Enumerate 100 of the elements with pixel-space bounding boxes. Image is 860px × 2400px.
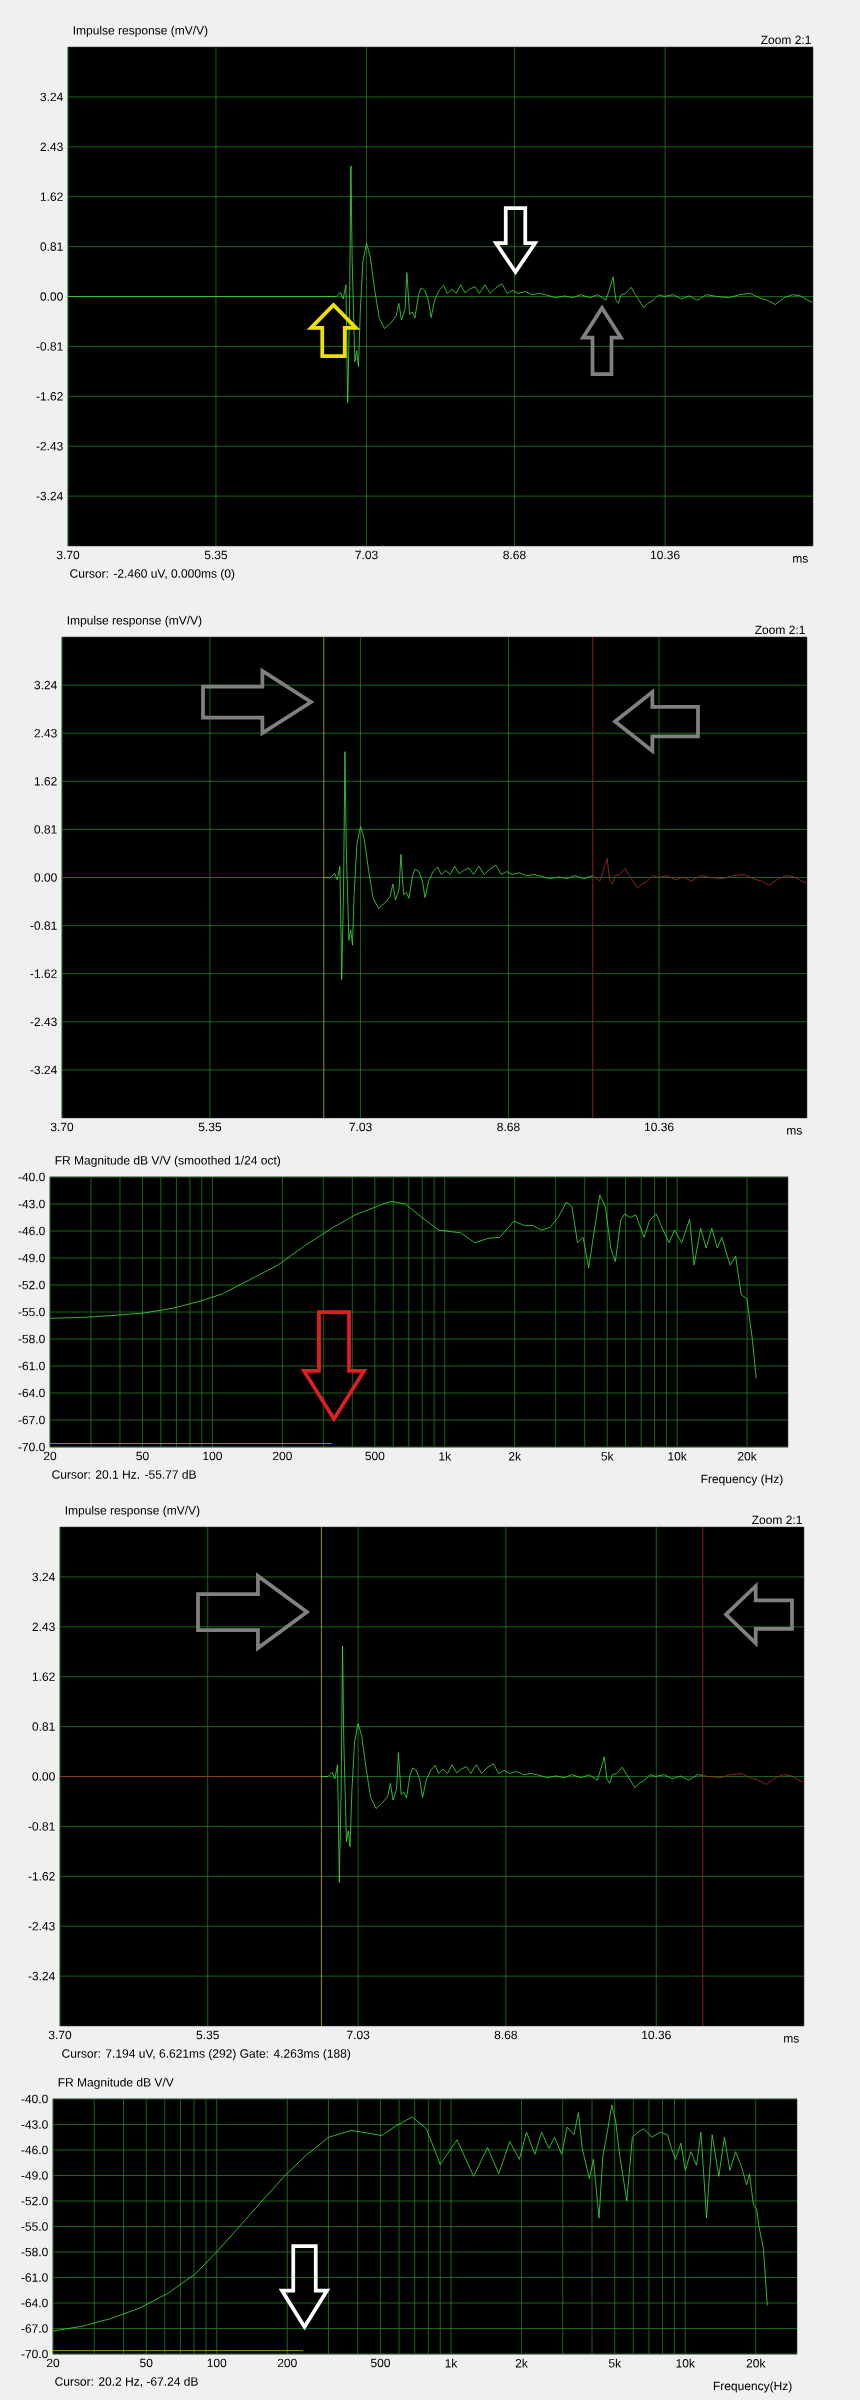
x-tick-label: 2k xyxy=(515,2358,528,2368)
x-tick-label: 5.35 xyxy=(204,550,228,560)
x-tick-label: 3.70 xyxy=(50,1122,74,1132)
x-tick-label: 100 xyxy=(207,2358,227,2368)
y-tick-label: -58.0 xyxy=(18,1334,45,1344)
text: Cursor: -2.460 uV, 0.000ms (0) xyxy=(70,568,235,581)
x-axis-title: Frequency(Hz) xyxy=(713,2381,792,2393)
x-axis-title: ms xyxy=(793,556,808,563)
y-tick-label: -1.62 xyxy=(30,969,57,978)
y-tick-label: -49.0 xyxy=(21,2171,48,2180)
line-series xyxy=(321,1645,704,1883)
y-tick-label: -61.0 xyxy=(21,2273,48,2282)
x-tick-label: 3.70 xyxy=(48,2030,72,2040)
y-tick-label: 2.43 xyxy=(40,142,63,152)
y-tick-label: -46.0 xyxy=(21,2145,48,2155)
x-tick-label: 20 xyxy=(43,1451,57,1461)
x-tick-label: 10.36 xyxy=(644,1122,674,1132)
x-tick-label: 7.03 xyxy=(347,2030,370,2040)
x-tick-label: 8.68 xyxy=(503,550,526,560)
y-tick-label: 0.81 xyxy=(40,242,63,251)
y-tick-label: -58.0 xyxy=(21,2247,48,2257)
x-tick-label: 5k xyxy=(601,1451,614,1461)
y-tick-label: -55.0 xyxy=(21,2222,48,2231)
y-tick-label: -64.0 xyxy=(18,1388,45,1398)
line-series xyxy=(323,751,594,981)
y-tick-label: 1.62 xyxy=(40,192,63,201)
x-tick-label: 10.36 xyxy=(650,550,680,560)
y-tick-label: 2.43 xyxy=(32,1622,55,1632)
chart-title: Impulse response (mV/V) xyxy=(73,25,208,37)
y-tick-label: -70.0 xyxy=(18,1442,45,1452)
y-tick-label: -67.0 xyxy=(18,1415,45,1425)
y-tick-label: -52.0 xyxy=(21,2196,48,2206)
y-tick-label: -3.24 xyxy=(28,1971,55,1981)
y-tick-label: -0.81 xyxy=(36,342,63,351)
text: Cursor: 20.1 Hz. -55.77 dB xyxy=(52,1469,196,1479)
x-axis-title: Frequency (Hz) xyxy=(701,1474,783,1486)
y-tick-label: 0.81 xyxy=(34,825,57,834)
x-tick-label: 500 xyxy=(370,2358,391,2368)
x-axis-title: ms xyxy=(784,2036,799,2043)
x-tick-label: 5.35 xyxy=(196,2030,219,2040)
text: Zoom 2:1 xyxy=(755,625,805,635)
text: Cursor: 7.194 uV, 6.621ms (292) Gate: 4.263ms (188) xyxy=(62,2048,351,2061)
x-tick-label: 1k xyxy=(445,2358,458,2368)
x-tick-label: 5.35 xyxy=(198,1122,222,1132)
line-series xyxy=(702,1773,804,1785)
y-tick-label: 0.81 xyxy=(32,1722,55,1731)
y-tick-label: -46.0 xyxy=(18,1226,45,1236)
y-tick-label: -2.43 xyxy=(36,441,63,451)
y-tick-label: -2.43 xyxy=(30,1017,57,1027)
x-tick-label: 5k xyxy=(608,2358,622,2368)
x-tick-label: 10k xyxy=(668,1451,687,1461)
x-tick-label: 500 xyxy=(365,1451,385,1461)
y-tick-label: -3.24 xyxy=(30,1065,57,1075)
x-tick-label: 8.68 xyxy=(494,2030,518,2040)
text: Zoom 2:1 xyxy=(752,1515,802,1525)
y-tick-label: -43.0 xyxy=(21,2120,48,2129)
x-axis-title: ms xyxy=(787,1128,802,1135)
chart-title: Impulse response (mV/V) xyxy=(67,615,202,627)
y-tick-label: -3.24 xyxy=(36,491,63,501)
x-tick-label: 20 xyxy=(46,2358,60,2368)
y-tick-label: 0.00 xyxy=(40,292,63,301)
x-tick-label: 2k xyxy=(508,1451,522,1461)
x-tick-label: 8.68 xyxy=(497,1122,520,1132)
y-tick-label: -64.0 xyxy=(21,2298,48,2308)
y-tick-label: 1.62 xyxy=(32,1672,55,1681)
x-tick-label: 20k xyxy=(738,1451,757,1461)
x-tick-label: 10k xyxy=(676,2358,695,2368)
y-tick-label: -61.0 xyxy=(18,1361,45,1371)
y-tick-label: -40.0 xyxy=(21,2094,48,2104)
text: Zoom 2:1 xyxy=(761,35,811,45)
y-tick-label: 1.62 xyxy=(34,777,57,786)
line-series xyxy=(68,165,813,403)
y-tick-label: -70.0 xyxy=(21,2349,48,2359)
chart-title: FR Magnitude dB V/V (smoothed 1/24 oct) xyxy=(55,1155,281,1167)
y-tick-label: -1.62 xyxy=(36,392,63,401)
y-tick-label: 0.00 xyxy=(34,873,57,882)
y-tick-label: -0.81 xyxy=(28,1822,55,1831)
x-tick-label: 200 xyxy=(272,1451,292,1461)
x-tick-label: 20k xyxy=(746,2358,766,2368)
y-tick-label: 3.24 xyxy=(40,92,63,102)
chart-title: FR Magnitude dB V/V xyxy=(58,2077,174,2089)
y-tick-label: -52.0 xyxy=(18,1280,45,1290)
x-tick-label: 7.03 xyxy=(349,1122,372,1132)
x-tick-label: 50 xyxy=(140,2358,153,2368)
y-tick-label: -0.81 xyxy=(30,921,57,930)
x-tick-label: 1k xyxy=(439,1451,452,1461)
x-tick-label: 100 xyxy=(203,1451,222,1461)
y-tick-label: 2.43 xyxy=(34,728,57,738)
y-tick-label: -2.43 xyxy=(28,1921,55,1931)
x-tick-label: 10.36 xyxy=(642,2030,671,2040)
chart-title: Impulse response (mV/V) xyxy=(65,1505,200,1517)
y-tick-label: -40.0 xyxy=(18,1172,45,1182)
x-tick-label: 50 xyxy=(136,1451,149,1461)
y-tick-label: 3.24 xyxy=(34,680,57,690)
text: Cursor: 20.2 Hz, -67.24 dB xyxy=(55,2376,198,2388)
y-tick-label: -43.0 xyxy=(18,1199,45,1209)
y-tick-label: -67.0 xyxy=(21,2324,48,2333)
x-tick-label: 3.70 xyxy=(56,550,80,560)
y-tick-label: 3.24 xyxy=(32,1572,55,1582)
y-tick-label: 0.00 xyxy=(32,1772,55,1781)
